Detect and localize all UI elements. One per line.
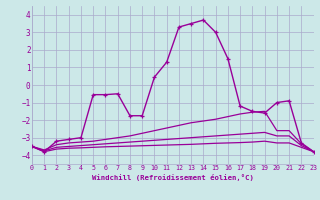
X-axis label: Windchill (Refroidissement éolien,°C): Windchill (Refroidissement éolien,°C): [92, 174, 254, 181]
